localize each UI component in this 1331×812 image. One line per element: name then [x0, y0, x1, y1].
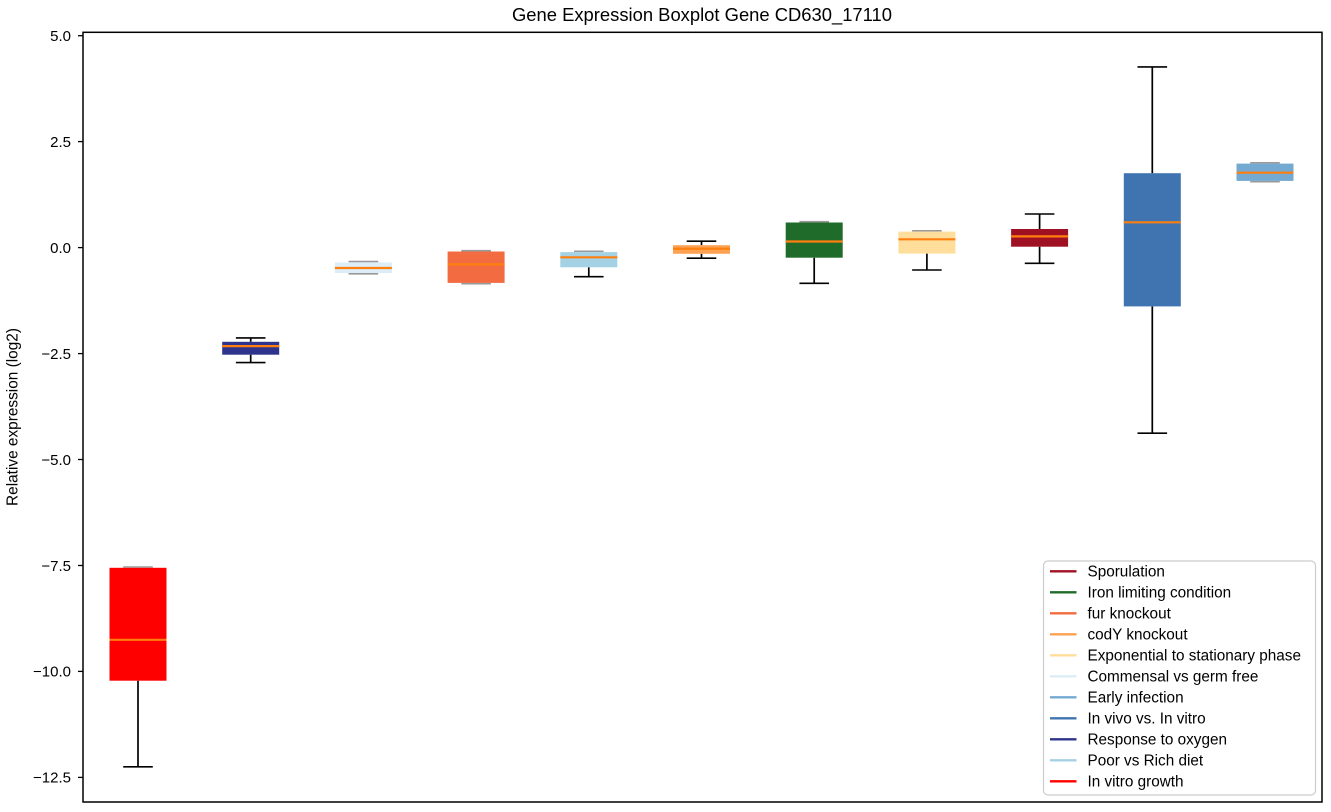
svg-text:5.0: 5.0 — [50, 28, 71, 45]
svg-text:codY knockout: codY knockout — [1088, 627, 1189, 644]
svg-text:In vivo vs. In vitro: In vivo vs. In vitro — [1088, 711, 1206, 728]
svg-text:Commensal vs germ free: Commensal vs germ free — [1088, 669, 1259, 686]
svg-text:Poor vs Rich diet: Poor vs Rich diet — [1088, 753, 1204, 770]
svg-text:Sporulation: Sporulation — [1088, 564, 1165, 581]
svg-text:−2.5: −2.5 — [41, 346, 71, 363]
svg-text:−7.5: −7.5 — [41, 558, 71, 575]
svg-text:Iron limiting condition: Iron limiting condition — [1088, 585, 1232, 602]
svg-text:Gene Expression Boxplot Gene C: Gene Expression Boxplot Gene CD630_17110 — [512, 4, 892, 26]
svg-text:Response to oxygen: Response to oxygen — [1088, 732, 1227, 749]
svg-text:0.0: 0.0 — [50, 240, 71, 257]
svg-text:−12.5: −12.5 — [33, 770, 71, 787]
svg-text:Early infection: Early infection — [1088, 690, 1184, 707]
svg-text:Exponential to stationary phas: Exponential to stationary phase — [1088, 648, 1301, 665]
svg-text:In vitro growth: In vitro growth — [1088, 774, 1184, 791]
svg-text:−5.0: −5.0 — [41, 452, 71, 469]
svg-text:fur knockout: fur knockout — [1088, 606, 1172, 623]
svg-text:−10.0: −10.0 — [33, 664, 71, 681]
svg-text:Relative expression (log2): Relative expression (log2) — [5, 328, 22, 506]
svg-text:2.5: 2.5 — [50, 134, 71, 151]
